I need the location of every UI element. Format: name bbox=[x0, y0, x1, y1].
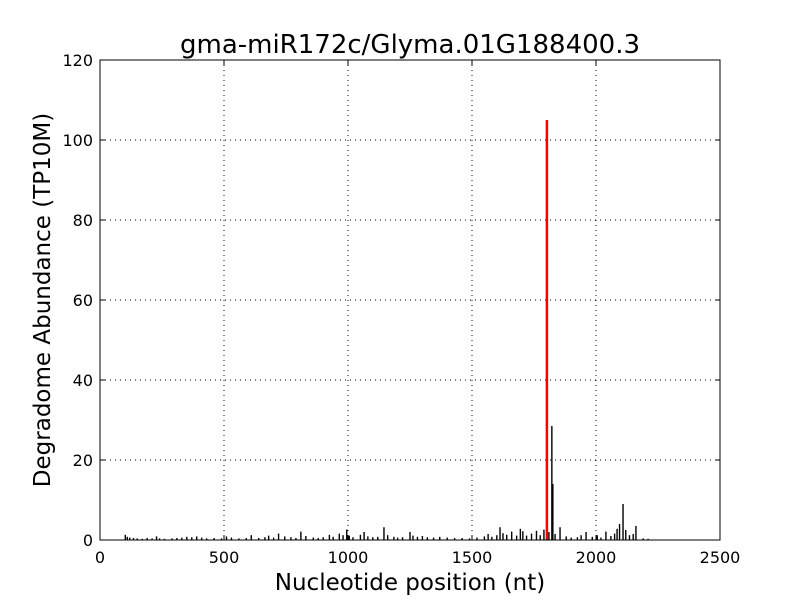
x-tick-label: 1000 bbox=[328, 548, 369, 567]
y-tick-label: 80 bbox=[73, 211, 93, 230]
grid bbox=[100, 60, 720, 540]
y-axis: 0 20 40 60 80 100 120 bbox=[62, 51, 720, 550]
y-tick-label: 120 bbox=[62, 51, 93, 70]
y-axis-label: Degradome Abundance (TP10M) bbox=[30, 113, 56, 487]
chart-title: gma-miR172c/Glyma.01G188400.3 bbox=[180, 30, 640, 60]
x-axis: 0 500 1000 1500 2000 2500 bbox=[95, 60, 740, 567]
series-bars bbox=[124, 120, 649, 540]
x-tick-label: 500 bbox=[209, 548, 240, 567]
x-tick-label: 1500 bbox=[452, 548, 493, 567]
x-tick-label: 0 bbox=[95, 548, 105, 567]
y-tick-label: 0 bbox=[83, 531, 93, 550]
y-tick-label: 60 bbox=[73, 291, 93, 310]
x-axis-label: Nucleotide position (nt) bbox=[275, 570, 545, 596]
y-tick-label: 40 bbox=[73, 371, 93, 390]
x-tick-label: 2500 bbox=[700, 548, 741, 567]
y-tick-label: 100 bbox=[62, 131, 93, 150]
x-tick-label: 2000 bbox=[576, 548, 617, 567]
y-tick-label: 20 bbox=[73, 451, 93, 470]
